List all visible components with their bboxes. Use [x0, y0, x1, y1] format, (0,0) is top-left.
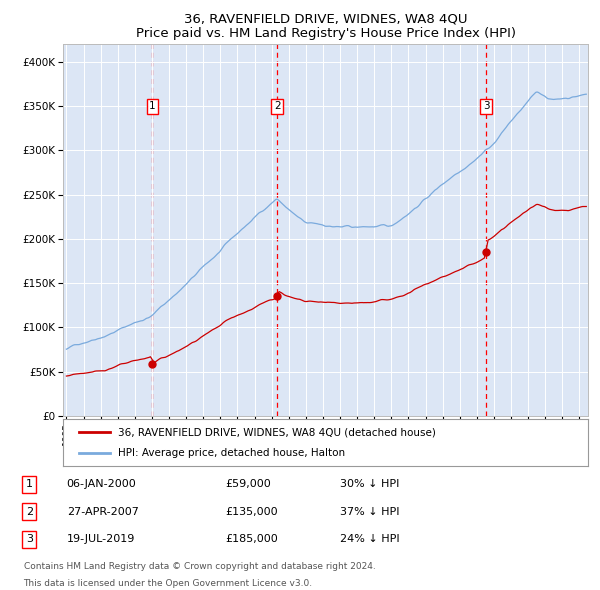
Text: 30% ↓ HPI: 30% ↓ HPI — [340, 480, 400, 490]
Text: 06-JAN-2000: 06-JAN-2000 — [67, 480, 136, 490]
Text: Contains HM Land Registry data © Crown copyright and database right 2024.: Contains HM Land Registry data © Crown c… — [23, 562, 375, 571]
Text: 37% ↓ HPI: 37% ↓ HPI — [340, 507, 400, 517]
Text: 27-APR-2007: 27-APR-2007 — [67, 507, 139, 517]
Text: 1: 1 — [26, 480, 33, 490]
Text: 2: 2 — [274, 101, 280, 111]
Text: 2: 2 — [26, 507, 33, 517]
Text: This data is licensed under the Open Government Licence v3.0.: This data is licensed under the Open Gov… — [23, 579, 313, 588]
Text: 1: 1 — [149, 101, 156, 111]
Text: 24% ↓ HPI: 24% ↓ HPI — [340, 534, 400, 544]
Text: 3: 3 — [483, 101, 490, 111]
Text: £59,000: £59,000 — [225, 480, 271, 490]
Text: 3: 3 — [26, 534, 33, 544]
Text: 36, RAVENFIELD DRIVE, WIDNES, WA8 4QU (detached house): 36, RAVENFIELD DRIVE, WIDNES, WA8 4QU (d… — [118, 427, 436, 437]
Title: 36, RAVENFIELD DRIVE, WIDNES, WA8 4QU
Price paid vs. HM Land Registry's House Pr: 36, RAVENFIELD DRIVE, WIDNES, WA8 4QU Pr… — [136, 12, 515, 40]
Text: 19-JUL-2019: 19-JUL-2019 — [67, 534, 135, 544]
Text: HPI: Average price, detached house, Halton: HPI: Average price, detached house, Halt… — [118, 448, 345, 458]
Text: £135,000: £135,000 — [225, 507, 278, 517]
Text: £185,000: £185,000 — [225, 534, 278, 544]
